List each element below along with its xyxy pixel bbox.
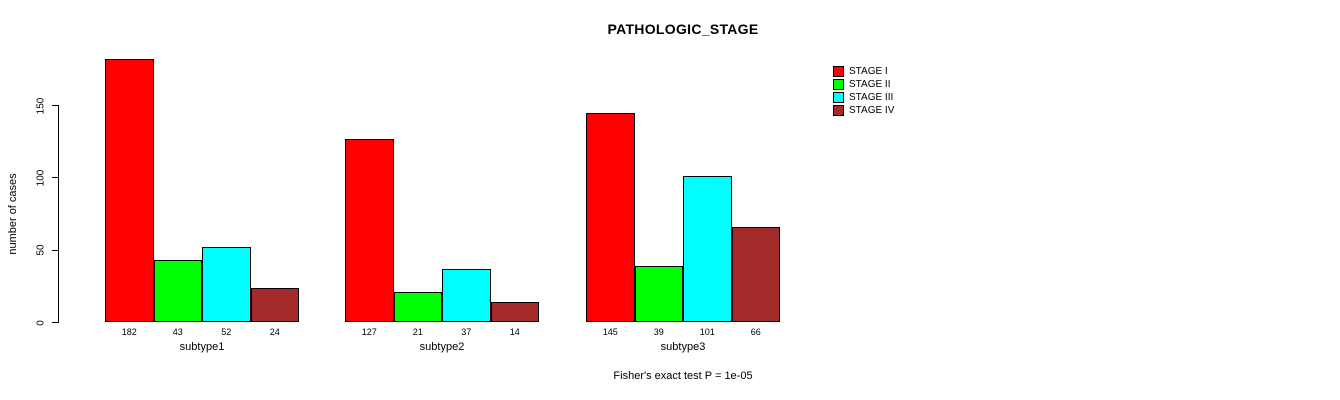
- bar-value-label: 52: [221, 327, 232, 337]
- bar: [250, 287, 299, 323]
- y-tick-mark: [52, 177, 59, 179]
- bar-value-label: 101: [699, 327, 715, 337]
- legend-label: STAGE II: [849, 79, 891, 90]
- bar: [442, 268, 491, 323]
- category-label: subtype2: [419, 341, 465, 353]
- legend-swatch: [833, 92, 844, 103]
- legend-swatch: [833, 105, 844, 116]
- category-label: subtype3: [660, 341, 706, 353]
- bar-value-label: 37: [461, 327, 472, 337]
- legend-item: STAGE I: [833, 65, 894, 78]
- y-tick-label: 150: [35, 97, 47, 114]
- y-tick-label: 50: [35, 244, 47, 256]
- legend-item: STAGE II: [833, 78, 894, 91]
- y-axis-line: [58, 105, 59, 323]
- bar: [393, 292, 442, 323]
- bar: [586, 112, 635, 323]
- y-tick-mark: [52, 105, 59, 106]
- y-axis-label: number of cases: [7, 173, 19, 255]
- y-tick-mark: [52, 322, 59, 323]
- chart-title: PATHOLOGIC_STAGE: [607, 21, 759, 37]
- y-tick-label: 0: [35, 319, 47, 326]
- bar: [683, 176, 732, 323]
- bar: [345, 138, 394, 323]
- bar: [202, 247, 251, 323]
- bar-value-label: 43: [172, 327, 183, 337]
- bar: [105, 59, 154, 323]
- bar-value-label: 145: [602, 327, 618, 337]
- y-tick-mark: [52, 249, 59, 251]
- bar: [153, 260, 202, 323]
- bar-value-label: 39: [653, 327, 664, 337]
- legend-item: STAGE III: [833, 91, 894, 104]
- legend: STAGE I STAGE II STAGE III STAGE IV: [833, 65, 894, 117]
- bar-value-label: 182: [121, 327, 137, 337]
- y-tick-label: 100: [35, 169, 47, 187]
- legend-swatch: [833, 79, 844, 90]
- legend-swatch: [833, 66, 844, 77]
- footnote-text: Fisher's exact test P = 1e-05: [613, 370, 753, 382]
- legend-label: STAGE IV: [849, 105, 895, 116]
- bar-value-label: 127: [361, 327, 377, 337]
- bar-value-label: 21: [412, 327, 423, 337]
- bar-value-label: 66: [750, 327, 761, 337]
- bar: [731, 227, 780, 323]
- legend-item: STAGE IV: [833, 104, 894, 117]
- bar: [634, 266, 683, 323]
- legend-label: STAGE III: [849, 92, 894, 103]
- legend-label: STAGE I: [849, 66, 888, 77]
- bar-value-label: 14: [509, 327, 520, 337]
- bar-value-label: 24: [269, 327, 280, 337]
- category-label: subtype1: [179, 341, 225, 353]
- bar: [490, 302, 539, 323]
